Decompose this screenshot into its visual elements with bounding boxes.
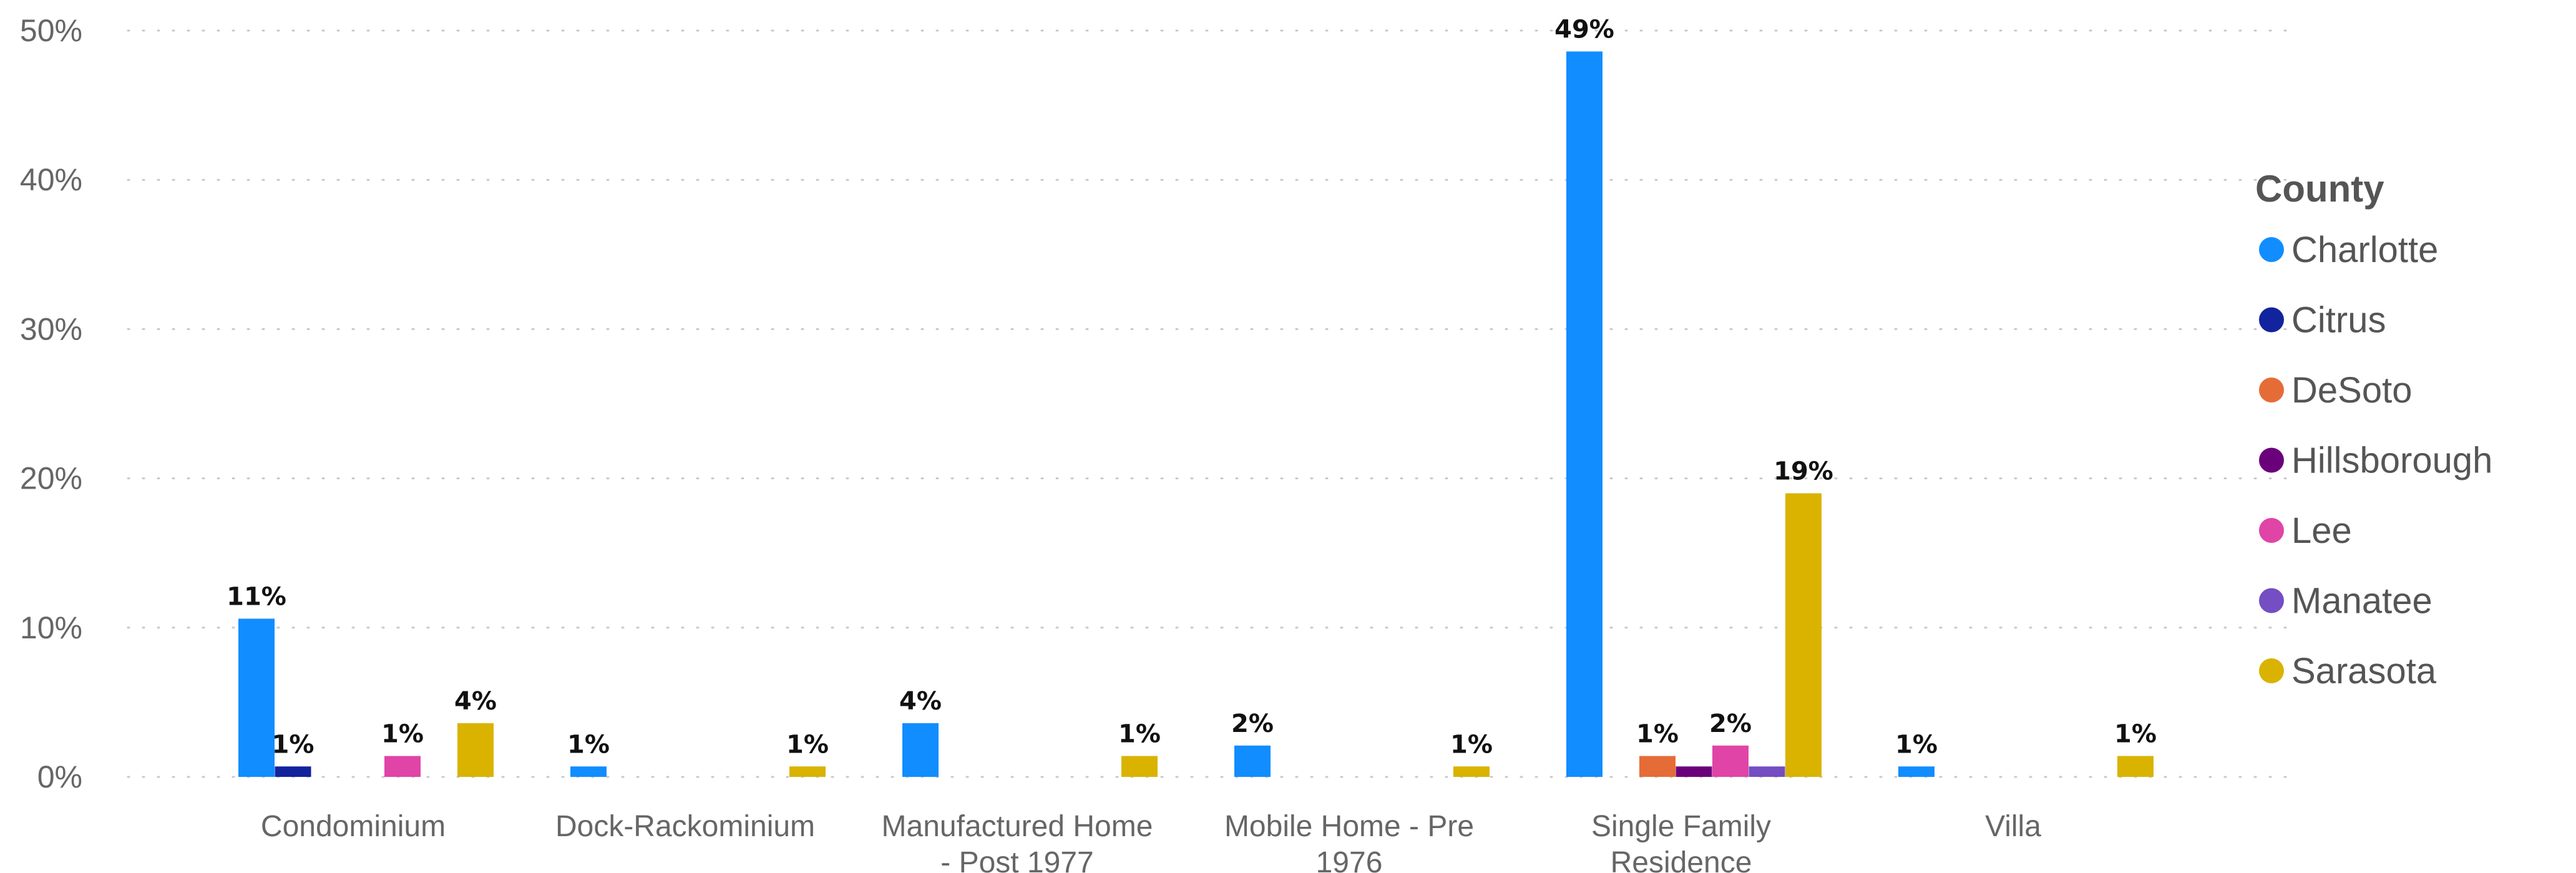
y-tick-label: 30%	[20, 311, 82, 346]
legend-item-hillsborough[interactable]: Hillsborough	[2259, 441, 2492, 481]
y-tick-label: 40%	[20, 162, 82, 197]
legend-marker	[2259, 237, 2284, 262]
legend-item-lee[interactable]: Lee	[2259, 510, 2352, 551]
legend-item-sarasota[interactable]: Sarasota	[2259, 651, 2437, 691]
bar-hillsborough[interactable]	[1676, 766, 1712, 777]
bar-lee[interactable]	[384, 756, 421, 777]
data-labels: 11% 1% 1% 4% 1% 1% 4% 1% 2% 1% 49% 1% 2% 19% 1% 1%	[227, 15, 2157, 759]
data-label: 1%	[786, 730, 829, 759]
x-category-label: Villa	[1985, 810, 2041, 843]
bar-lee[interactable]	[1712, 745, 1749, 777]
bar-sarasota[interactable]	[457, 723, 494, 777]
legend-label: DeSoto	[2291, 370, 2412, 411]
legend-marker	[2259, 447, 2284, 473]
x-category-label: Single Family Residence	[1591, 810, 1771, 873]
y-tick-label: 10%	[20, 610, 82, 645]
data-label: 4%	[899, 687, 942, 716]
data-label: 1%	[272, 730, 315, 759]
x-category-label: Dock-Rackominium	[555, 810, 815, 843]
legend: County Charlotte Citrus DeSoto Hillsborough L…	[2255, 168, 2492, 691]
legend-title: County	[2255, 168, 2384, 210]
bar-charlotte[interactable]	[1898, 766, 1934, 777]
data-label: 49%	[1554, 15, 1614, 44]
legend-item-manatee[interactable]: Manatee	[2259, 581, 2432, 622]
bar-sarasota[interactable]	[1121, 756, 1158, 777]
legend-label: Lee	[2291, 510, 2352, 551]
data-label: 19%	[1773, 457, 1833, 486]
bar-sarasota[interactable]	[2117, 756, 2154, 777]
data-label: 2%	[1231, 710, 1274, 738]
data-label: 11%	[227, 582, 286, 611]
legend-label: Manatee	[2291, 581, 2432, 622]
bar-charlotte[interactable]	[902, 723, 939, 777]
legend-marker	[2259, 307, 2284, 333]
bar-charlotte[interactable]	[238, 618, 275, 777]
bar-sarasota[interactable]	[789, 766, 826, 777]
legend-marker	[2259, 378, 2284, 402]
legend-item-citrus[interactable]: Citrus	[2259, 300, 2386, 341]
legend-label: Hillsborough	[2291, 441, 2492, 481]
legend-label: Charlotte	[2291, 230, 2438, 270]
y-tick-label: 0%	[37, 759, 82, 794]
data-label: 1%	[1895, 730, 1938, 759]
x-axis-categories: Condominium Dock-Rackominium Manufactured …	[261, 810, 2041, 873]
gridlines	[127, 29, 2291, 778]
data-label: 1%	[2114, 720, 2157, 749]
data-label: 4%	[454, 687, 497, 716]
bar-charlotte[interactable]	[570, 766, 607, 777]
bar-charlotte[interactable]	[1566, 51, 1603, 777]
data-label: 1%	[1450, 730, 1493, 759]
data-label: 1%	[381, 720, 424, 749]
bar-sarasota[interactable]	[1785, 493, 1822, 777]
legend-item-charlotte[interactable]: Charlotte	[2259, 230, 2438, 270]
y-tick-label: 50%	[20, 13, 82, 48]
y-tick-label: 20%	[20, 461, 82, 496]
x-category-label: Manufactured Home - Post 1977	[882, 810, 1153, 873]
x-category-label: Condominium	[261, 810, 446, 843]
bar-citrus[interactable]	[275, 766, 311, 777]
bar-sarasota[interactable]	[1453, 766, 1490, 777]
data-label: 2%	[1709, 710, 1752, 738]
bar-desoto[interactable]	[1639, 756, 1676, 777]
y-axis-ticks: 0% 10% 20% 30% 40% 50%	[20, 13, 82, 794]
data-label: 1%	[1636, 720, 1679, 749]
data-label: 1%	[567, 730, 610, 759]
x-category-label: Mobile Home - Pre 1976	[1224, 810, 1474, 873]
legend-item-desoto[interactable]: DeSoto	[2259, 370, 2412, 411]
data-label: 1%	[1118, 720, 1161, 749]
bars	[238, 51, 2154, 777]
legend-marker	[2259, 518, 2284, 543]
legend-label: Sarasota	[2291, 651, 2437, 691]
legend-label: Citrus	[2291, 300, 2386, 341]
bar-manatee[interactable]	[1749, 766, 1785, 777]
bar-charlotte[interactable]	[1234, 745, 1271, 777]
legend-marker	[2259, 588, 2284, 613]
legend-marker	[2259, 658, 2284, 683]
